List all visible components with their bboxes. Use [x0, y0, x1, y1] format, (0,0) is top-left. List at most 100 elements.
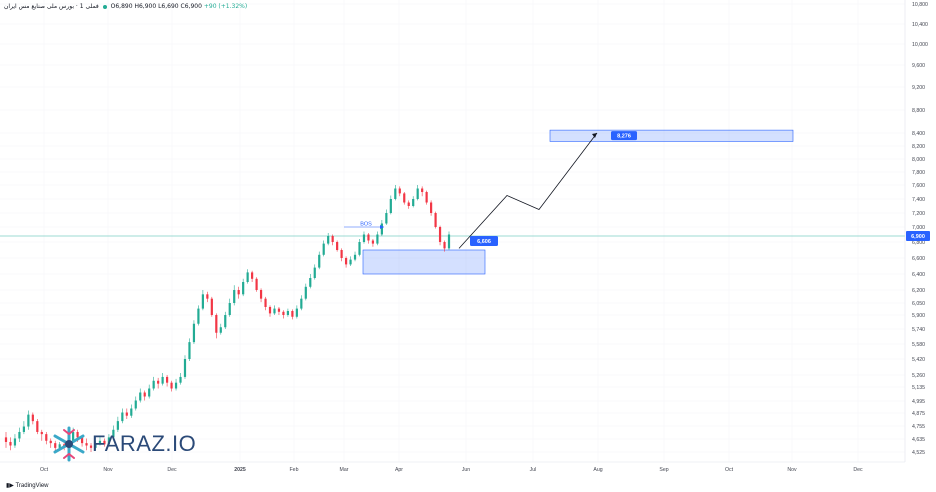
time-tick-label: Mar — [340, 467, 349, 473]
price-tick-label: 6,600 — [912, 256, 925, 262]
forecast-arrowhead — [592, 133, 597, 138]
candle-body — [242, 282, 245, 295]
price-tick-label: 4,755 — [912, 424, 925, 430]
footer-brand: TradingView — [15, 483, 49, 489]
candle-body — [18, 431, 21, 439]
candle-body — [237, 290, 240, 295]
candle-body — [336, 242, 339, 250]
candle-body — [116, 421, 119, 430]
candles-series — [4, 185, 451, 452]
price-tick-label: 6,050 — [912, 301, 925, 307]
candle-body — [31, 414, 34, 422]
time-tick-label: Nov — [103, 467, 113, 473]
candle-body — [251, 272, 254, 279]
candle-body — [125, 412, 128, 416]
candle-body — [322, 243, 325, 255]
candle-body — [447, 234, 451, 249]
candle-body — [139, 392, 142, 401]
candle-body — [13, 438, 17, 446]
candle-body — [157, 380, 160, 384]
candle-body — [121, 412, 124, 422]
candle-body — [416, 188, 419, 199]
candle-body — [85, 443, 88, 446]
candle-body — [148, 388, 151, 397]
annotation-labels: BOS 6,606 8,276 — [344, 131, 637, 246]
target-zone-box — [549, 129, 794, 142]
price-axis[interactable]: 10,800 10,400 10,000 9,600 9,200 8,800 8,400 8,… — [904, 0, 930, 462]
bos-label: BOS — [360, 222, 372, 228]
candle-body — [362, 234, 366, 242]
tradingview-logo-icon: ▮▶ — [6, 483, 16, 489]
market-status-icon — [102, 4, 107, 9]
zones — [362, 129, 794, 275]
candle-body — [215, 315, 218, 333]
candle-body — [174, 382, 178, 389]
candle-body — [94, 443, 97, 448]
last-price-badge — [906, 231, 930, 241]
price-tick-label: 5,740 — [912, 327, 925, 333]
candle-body — [161, 376, 164, 384]
candle-body — [89, 445, 93, 448]
candle-body — [192, 323, 196, 343]
price-tick-label: 6,200 — [912, 288, 925, 294]
price-tick-label: 9,600 — [912, 63, 925, 69]
candle-body — [197, 308, 200, 324]
tradingview-footer[interactable]: ▮▶ TradingView — [6, 482, 49, 489]
price-tick-label: 7,000 — [912, 225, 925, 231]
ohlc-low: L6,690 — [158, 3, 179, 10]
price-tick-label: 4,525 — [912, 450, 925, 456]
ohlc-open: O6,890 — [110, 3, 133, 10]
candle-body — [358, 242, 361, 255]
time-tick-label: Feb — [290, 467, 299, 473]
symbol-header: فملی 1 · بورس ملی صنایع مس ایران O6,890 … — [4, 3, 247, 10]
candle-body — [264, 298, 267, 307]
price-tick-label: 10,000 — [912, 42, 928, 48]
time-tick-label: Apr — [395, 467, 403, 473]
price-tick-label: 5,580 — [912, 342, 925, 348]
candle-body — [304, 286, 307, 299]
price-tick-label: 8,800 — [912, 108, 925, 114]
price-tick-label: 8,400 — [912, 131, 925, 137]
candle-body — [300, 298, 303, 309]
candle-body — [103, 440, 106, 445]
candle-body — [188, 342, 191, 359]
candle-body — [318, 254, 321, 268]
price-tick-label: 7,200 — [912, 211, 925, 217]
candle-body — [394, 188, 397, 199]
forecast-path — [458, 132, 598, 249]
candle-body — [58, 444, 61, 448]
last-price-label: 6,900 — [911, 234, 925, 240]
candle-body — [233, 290, 236, 303]
forecast-line — [458, 132, 598, 249]
candle-body — [152, 380, 155, 389]
price-tick-label: 8,000 — [912, 157, 925, 163]
candle-body — [54, 443, 57, 448]
candle-body — [273, 308, 276, 314]
candle-body — [219, 327, 222, 333]
candle-body — [340, 250, 343, 258]
candle-body — [286, 311, 290, 315]
support-label: 6,606 — [477, 239, 491, 245]
price-tick-label: 7,800 — [912, 170, 925, 176]
candle-body — [130, 408, 133, 416]
candle-body — [143, 392, 146, 397]
candle-body — [36, 421, 39, 432]
candle-body — [112, 429, 115, 438]
candle-body — [353, 254, 357, 260]
time-tick-label: 2025 — [234, 467, 246, 473]
time-axis[interactable]: Oct Nov Dec 2025 Feb Mar Apr Jun Jul Aug Sep Oct Nov… — [0, 461, 905, 473]
watermark-text: FARAZ.IO — [92, 431, 197, 456]
candle-body — [313, 267, 316, 278]
time-tick-label: Nov — [787, 467, 797, 473]
price-tick-label: 8,200 — [912, 144, 925, 150]
candle-body — [179, 376, 182, 383]
candle-body — [170, 382, 173, 389]
candle-body — [295, 308, 298, 317]
symbol-name[interactable]: فملی 1 · بورس ملی صنایع مس ایران — [4, 3, 99, 10]
candle-body — [210, 298, 213, 315]
candle-body — [389, 199, 392, 213]
snowflake-logo-icon — [53, 426, 85, 462]
price-tick-label: 10,400 — [912, 22, 928, 28]
candle-body — [224, 315, 227, 328]
